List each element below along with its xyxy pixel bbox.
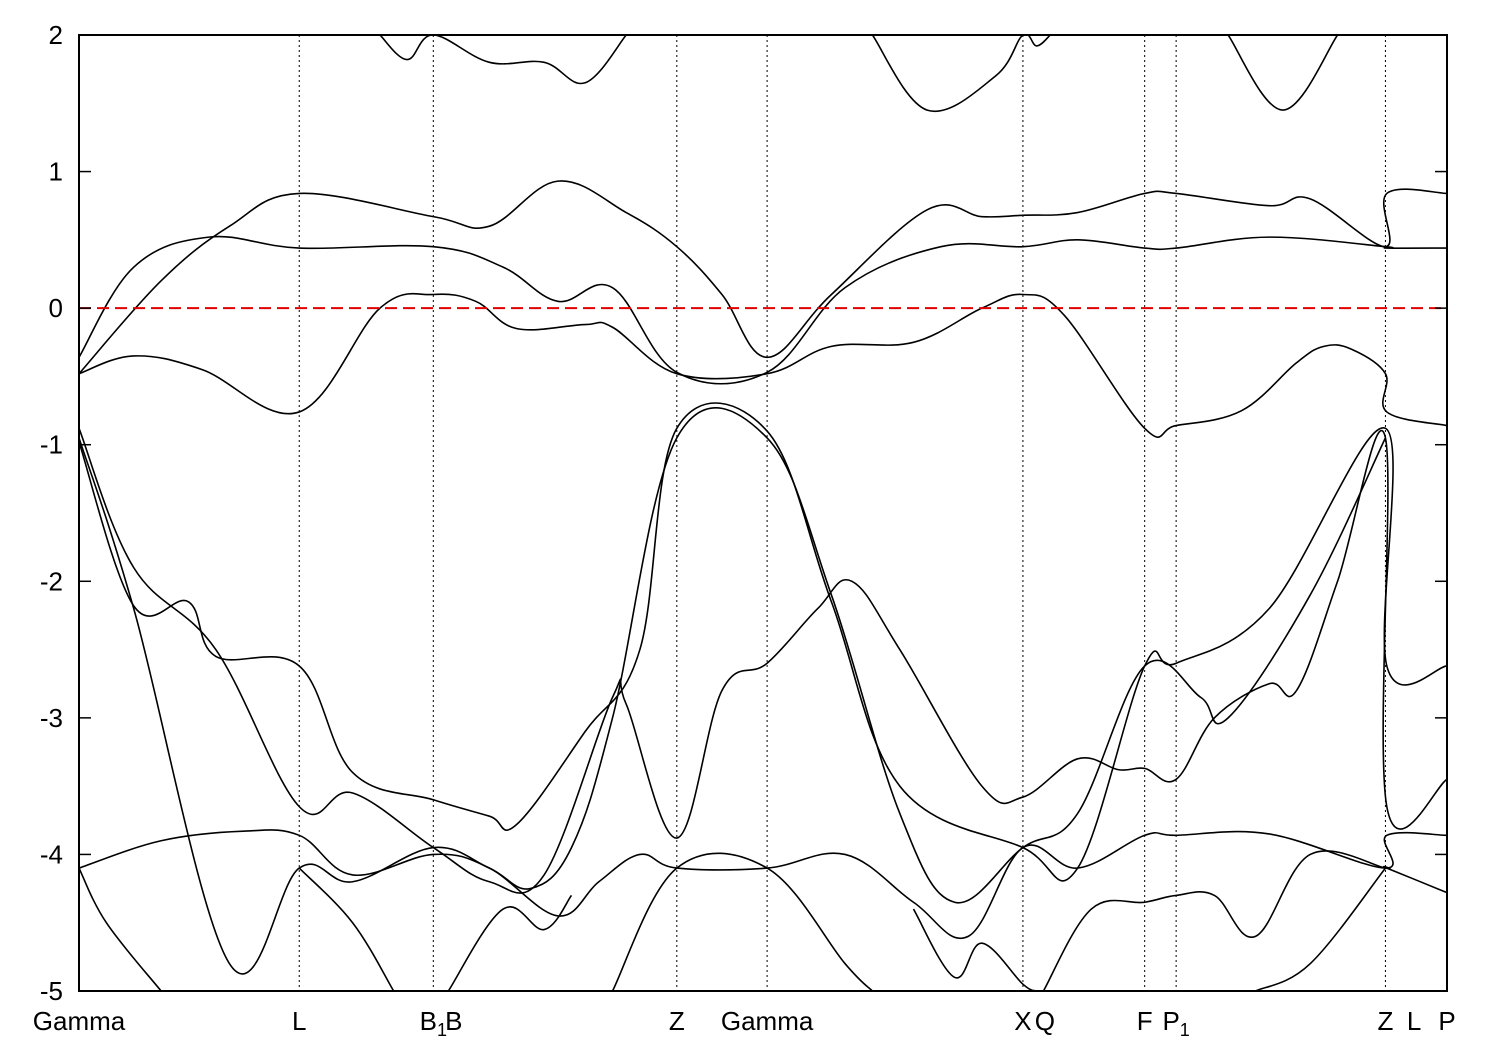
band-line xyxy=(1255,867,1387,991)
band-line xyxy=(871,35,1051,113)
plot-frame xyxy=(78,34,1448,992)
y-tick-label: -4 xyxy=(40,839,63,869)
x-tick-label: Z xyxy=(1377,1006,1393,1036)
band-line xyxy=(79,292,1447,438)
band-line xyxy=(79,867,162,991)
band-line xyxy=(447,894,573,991)
x-tick-label: P1 xyxy=(1162,1006,1189,1040)
x-axis-ticks: Gamma L B1B Z Gamma X Q F P1 Z L P xyxy=(33,1006,1456,1040)
band-line xyxy=(379,35,627,85)
x-tick-label: Gamma xyxy=(33,1006,126,1036)
x-tick-label: P xyxy=(1438,1006,1455,1036)
x-tick-label: Gamma xyxy=(721,1006,814,1036)
y-tick-label: -3 xyxy=(40,703,63,733)
y-axis-ticks: 2 1 0 -1 -2 -3 -4 -5 xyxy=(40,20,1447,1006)
x-tick-label: L xyxy=(1407,1006,1421,1036)
x-tick-label: L xyxy=(292,1006,306,1036)
kpoint-lines xyxy=(298,35,1386,991)
band-series xyxy=(79,35,1447,991)
y-tick-label: 1 xyxy=(49,157,63,187)
band-line xyxy=(611,852,874,991)
y-tick-label: 0 xyxy=(49,293,63,323)
band-line xyxy=(1227,35,1339,111)
x-tick-label: X xyxy=(1014,1006,1031,1036)
band-line xyxy=(298,867,395,991)
x-tick-label: B1 xyxy=(420,1006,447,1040)
band-line xyxy=(912,908,1037,991)
band-line xyxy=(79,180,1447,375)
y-tick-label: -1 xyxy=(40,430,63,460)
band-line xyxy=(1042,850,1447,991)
band-line xyxy=(79,829,1447,940)
x-tick-label: B xyxy=(445,1006,462,1036)
band-line xyxy=(79,407,1387,975)
y-tick-label: -5 xyxy=(40,976,63,1006)
x-tick-label: F xyxy=(1137,1006,1153,1036)
x-tick-label: Z xyxy=(669,1006,685,1036)
band-line xyxy=(79,402,1447,882)
y-tick-label: 2 xyxy=(49,20,63,50)
band-line xyxy=(79,428,1447,894)
y-tick-label: -2 xyxy=(40,566,63,596)
x-tick-label: Q xyxy=(1035,1006,1055,1036)
band-line xyxy=(79,235,1447,385)
